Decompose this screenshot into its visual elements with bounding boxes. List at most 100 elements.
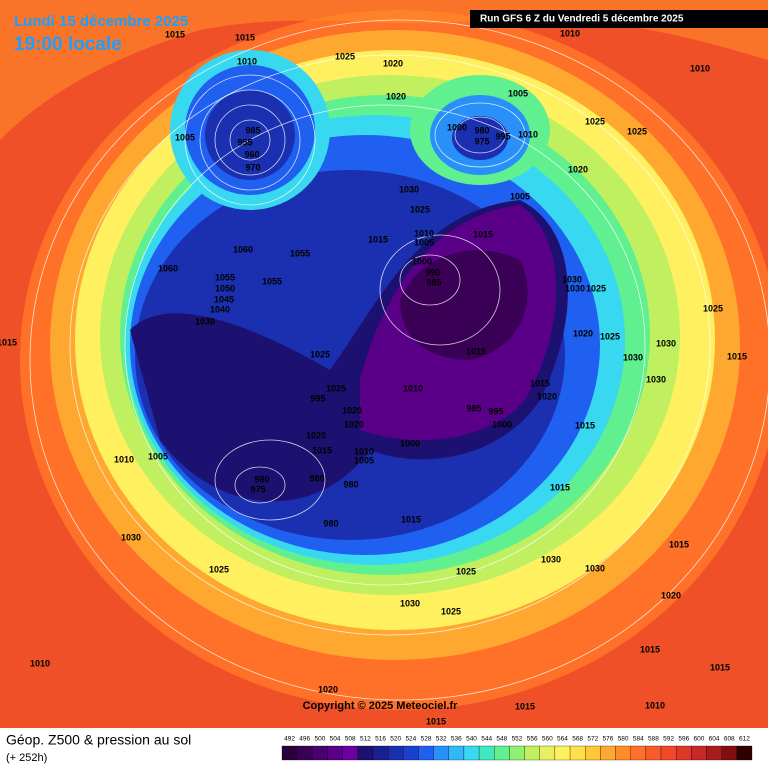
isobar-label: 1025: [456, 566, 476, 576]
isobar-label: 1000: [400, 438, 420, 448]
isobar-label: 1020: [383, 58, 403, 68]
isobar-label: 1030: [623, 352, 643, 362]
isobar-label: 1005: [508, 88, 528, 98]
isobar-label: 1030: [121, 532, 141, 542]
scale-label: 520: [390, 736, 401, 743]
isobar-label: 1015: [727, 351, 747, 361]
isobar-label: 1020: [344, 419, 364, 429]
scale-label: 584: [633, 736, 644, 743]
isobar-label: 1055: [215, 272, 235, 282]
scale-label: 524: [405, 736, 416, 743]
isobar-label: 1015: [640, 644, 660, 654]
scale-label: 540: [466, 736, 477, 743]
scale-swatch: [721, 745, 737, 761]
scale-swatch: [554, 745, 571, 761]
isobar-label: 1025: [335, 51, 355, 61]
scale-swatch: [387, 745, 404, 761]
isobar-label: 1010: [354, 446, 374, 456]
isobar-label: 1005: [148, 451, 168, 461]
isobar-label: 1010: [403, 383, 423, 393]
isobar-label: 1015: [575, 420, 595, 430]
isobar-label: 1010: [690, 63, 710, 73]
isobar-labels: 1015 1015 1025 1020 1010 1010 1010 1020 1005 985 9…: [0, 28, 747, 726]
isobar-label: 1025: [586, 283, 606, 293]
isobar-label: 1020: [386, 91, 406, 101]
isobar-label: 1020: [573, 328, 593, 338]
scale-swatch: [312, 745, 328, 761]
isobar-label: 1010: [518, 129, 538, 139]
isobar-label: 1045: [214, 294, 234, 304]
isobar-label: 995: [488, 406, 503, 416]
scale-swatch: [660, 745, 677, 761]
scale-swatch: [463, 745, 480, 761]
isobar-label: 1055: [262, 276, 282, 286]
isobar-label: 1030: [195, 316, 215, 326]
forecast-date: Lundi 15 décembre 2025: [14, 13, 188, 30]
isobar-label: 1030: [646, 374, 666, 384]
run-banner: [470, 10, 768, 28]
scale-swatch: [494, 745, 510, 761]
scale-label: 500: [314, 736, 325, 743]
isobar-label: 1005: [354, 455, 374, 465]
scale-swatch: [478, 745, 495, 761]
scale-swatch: [327, 745, 343, 761]
scale-swatch: [433, 745, 449, 761]
scale-label: 536: [451, 736, 462, 743]
scale-swatch: [418, 745, 434, 761]
isobar-label: 1025: [410, 204, 430, 214]
isobar-label: 1030: [399, 184, 419, 194]
geopotential-shading: [0, 0, 768, 710]
scale-swatch: [706, 745, 722, 761]
scale-label: 516: [375, 736, 386, 743]
isobar-label: 1030: [400, 598, 420, 608]
isobar-label: 1020: [568, 164, 588, 174]
isobar-label: 1000: [447, 122, 467, 132]
isobar-label: 975: [474, 136, 489, 146]
scale-label: 548: [496, 736, 507, 743]
scale-label: 604: [709, 736, 720, 743]
scale-swatch: [569, 745, 586, 761]
isobar-label: 955: [237, 137, 252, 147]
isobar-label: 1020: [318, 684, 338, 694]
isobar-label: 1005: [175, 132, 195, 142]
scale-swatch: [281, 745, 298, 761]
scale-swatch: [509, 745, 525, 761]
scale-label: 600: [694, 736, 705, 743]
isobar-label: 1020: [342, 405, 362, 415]
isobar-label: 1020: [306, 430, 326, 440]
isobar-label: 985: [466, 403, 481, 413]
scale-label: 528: [421, 736, 432, 743]
scale-swatch: [615, 745, 631, 761]
isobar-label: 1025: [310, 349, 330, 359]
isobar-label: 1050: [215, 283, 235, 293]
isobar-label: 1020: [661, 590, 681, 600]
scale-swatch: [372, 745, 389, 761]
isobar-label: 975: [250, 484, 265, 494]
run-info: Run GFS 6 Z du Vendredi 5 décembre 2025: [480, 14, 684, 25]
scale-swatch: [297, 745, 313, 761]
isobar-label: 1000: [492, 419, 512, 429]
scale-label: 492: [284, 736, 295, 743]
isobar-label: 1025: [627, 126, 647, 136]
scale-label: 568: [572, 736, 583, 743]
scale-swatch: [600, 745, 616, 761]
scale-label: 504: [330, 736, 341, 743]
scale-label: 576: [603, 736, 614, 743]
isobar-label: 980: [323, 518, 338, 528]
scale-swatch: [630, 745, 647, 761]
isobar-label: 1015: [710, 662, 730, 672]
isobar-label: 1015: [530, 378, 550, 388]
isobar-label: 1015: [550, 482, 570, 492]
isobar-label: 980: [343, 479, 358, 489]
isobar-label: 1010: [114, 454, 134, 464]
isobar-label: 1015: [312, 445, 332, 455]
isobar-label: 980: [254, 474, 269, 484]
isobar-label: 1025: [703, 303, 723, 313]
isobar-label: 1010: [645, 700, 665, 710]
scale-label: 572: [587, 736, 598, 743]
isobar-label: 1020: [537, 391, 557, 401]
scale-swatch: [524, 745, 540, 761]
isobar-label: 1015: [426, 716, 446, 726]
isobar-label: 960: [244, 149, 259, 159]
